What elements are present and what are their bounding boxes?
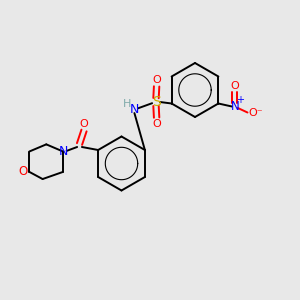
Text: O: O [80,119,88,129]
Text: N: N [58,145,68,158]
Text: +: + [236,95,244,105]
Text: O: O [18,165,27,178]
Text: O⁻: O⁻ [249,107,263,118]
Text: O: O [152,75,161,85]
Text: N: N [230,100,239,113]
Text: H: H [123,99,131,109]
Text: O: O [152,119,161,129]
Text: S: S [152,95,160,109]
Text: N: N [130,103,139,116]
Text: O: O [230,80,239,91]
